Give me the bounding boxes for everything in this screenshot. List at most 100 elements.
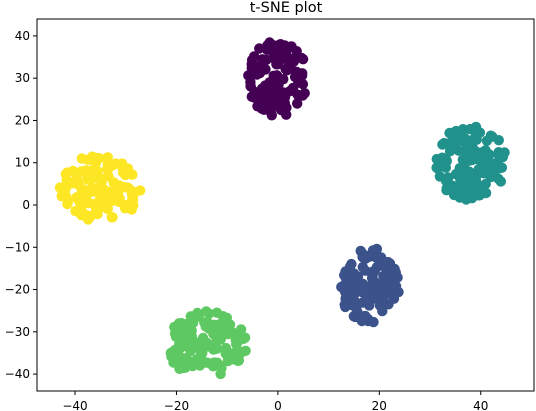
scatter-point [204,341,215,352]
x-tick-label: −20 [164,399,189,411]
scatter-point [82,174,93,185]
x-tick-label: 0 [274,399,282,411]
scatter-point [454,192,465,203]
scatter-point [254,43,265,54]
y-axis: −40 −30 −20 −10 0 10 20 30 40 [5,29,37,381]
scatter-point [87,182,98,193]
y-tick-label: 0 [22,198,30,212]
scatter-point [481,150,492,161]
y-tick-label: −30 [5,325,30,339]
scatter-point [380,261,391,272]
scatter-point [220,319,232,330]
scatter-point [377,305,388,317]
scatter-point [74,181,86,192]
scatter-point [78,165,90,177]
scatter-point [440,175,452,186]
scatter-point [280,63,291,75]
scatter-point [360,253,372,264]
y-tick-label: −20 [5,283,30,297]
scatter-point [263,41,274,52]
scatter-point [368,275,379,286]
scatter-point [477,183,488,194]
scatter-point [197,332,209,344]
scatter-point [266,110,277,121]
scatter-point [466,178,478,190]
scatter-point [493,147,504,158]
scatter-point [119,203,131,214]
x-axis: −40 −20 0 20 40 [62,391,488,411]
scatter-point [495,176,506,187]
scatter-point [372,284,384,295]
scatter-point [264,77,275,88]
scatter-point [62,198,73,210]
scatter-point [286,41,297,52]
y-tick-label: 10 [15,156,30,170]
chart-title: t-SNE plot [250,0,323,16]
scatter-point [192,307,203,319]
scatter-point [343,273,354,284]
scatter-point [377,293,388,304]
scatter-point [199,317,210,328]
scatter-point [233,348,244,360]
scatter-point [450,168,462,180]
scatter-point [201,306,212,317]
scatter-point [92,208,103,220]
scatter-point [344,261,356,272]
scatter-point [287,53,298,64]
scatter-point [245,76,256,88]
scatter-point [431,162,442,173]
scatter-point [360,310,371,322]
scatter-point [210,323,221,334]
scatter-point [278,74,289,85]
scatter-point [387,288,398,299]
scatter-point [181,340,193,352]
x-tick-label: 20 [372,399,387,411]
scatter-points [54,37,510,380]
scatter-point [191,356,202,367]
scatter-point [67,165,79,177]
scatter-point [439,137,450,149]
scatter-point [371,243,382,255]
scatter-point [352,271,364,282]
y-tick-label: 20 [15,113,30,127]
scatter-point [233,335,244,347]
y-tick-label: −40 [5,367,30,381]
scatter-point [348,298,359,309]
scatter-point [284,86,295,97]
x-tick-label: 40 [473,399,488,411]
scatter-point [469,124,480,135]
scatter-point [463,188,475,199]
scatter-point [215,368,226,380]
scatter-point [447,141,458,152]
scatter-point [296,52,307,64]
scatter-point [490,164,501,175]
x-tick-label: −40 [62,399,87,411]
y-tick-label: 30 [15,71,30,85]
scatter-point [466,154,478,166]
scatter-point [441,185,452,196]
scatter-point [485,130,496,141]
scatter-point [297,68,308,79]
scatter-point [57,188,68,199]
scatter-point [256,61,267,72]
scatter-point [437,152,448,163]
scatter-point [170,325,181,336]
scatter-point [339,284,350,296]
scatter-point [464,169,476,180]
scatter-point [107,212,118,223]
scatter-point [459,155,470,166]
scatter-point [102,203,114,215]
scatter-point [114,180,125,191]
scatter-point [364,300,375,311]
scatter-point [360,265,371,276]
scatter-point [179,326,190,338]
scatter-point [169,344,180,356]
scatter-point [249,51,260,62]
scatter-point [459,132,470,143]
scatter-point [77,200,88,212]
scatter-point [190,341,201,353]
scatter-point [117,167,129,178]
scatter-point [214,333,225,344]
scatter-point [471,134,482,145]
scatter-point [208,357,220,368]
